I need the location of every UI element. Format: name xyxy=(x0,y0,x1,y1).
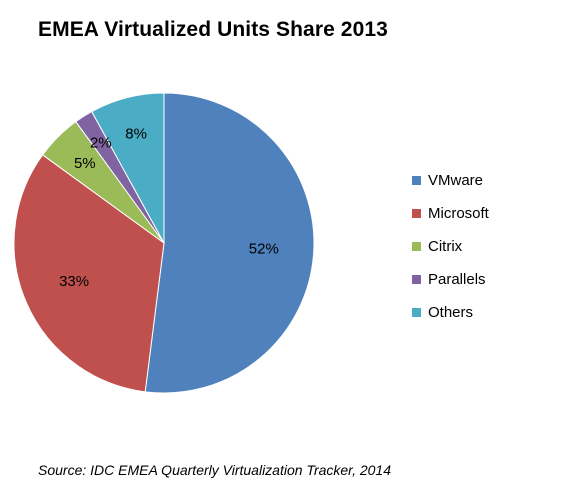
legend-item-parallels: Parallels xyxy=(412,263,489,296)
legend-swatch-citrix xyxy=(412,242,421,251)
pie-slices xyxy=(13,92,315,394)
legend-swatch-microsoft xyxy=(412,209,421,218)
pie-label-microsoft: 33% xyxy=(59,273,89,290)
chart-legend: VMware Microsoft Citrix Parallels Others xyxy=(412,164,489,329)
legend-label-vmware: VMware xyxy=(428,172,484,189)
pie-label-others: 8% xyxy=(125,125,147,142)
pie-slice-vmware xyxy=(144,92,315,394)
legend-item-vmware: VMware xyxy=(412,164,489,197)
legend-swatch-others xyxy=(412,308,421,317)
legend-swatch-vmware xyxy=(412,176,421,185)
legend-item-citrix: Citrix xyxy=(412,230,489,263)
legend-item-microsoft: Microsoft xyxy=(412,197,489,230)
legend-label-others: Others xyxy=(428,304,474,321)
legend-label-citrix: Citrix xyxy=(428,238,463,255)
source-note: Source: IDC EMEA Quarterly Virtualizatio… xyxy=(38,462,391,478)
chart-title: EMEA Virtualized Units Share 2013 xyxy=(38,18,388,41)
legend-swatch-parallels xyxy=(412,275,421,284)
pie-slice-microsoft xyxy=(13,154,165,393)
pie-slice-others xyxy=(91,92,165,244)
pie-label-vmware: 52% xyxy=(249,240,279,257)
pie-label-parallels: 2% xyxy=(90,134,112,151)
legend-label-parallels: Parallels xyxy=(428,271,486,288)
legend-label-microsoft: Microsoft xyxy=(428,205,489,222)
legend-item-others: Others xyxy=(412,296,489,329)
pie-label-citrix: 5% xyxy=(74,155,96,172)
pie-slice-labels: 52% 33% 5% 2% 8% xyxy=(59,125,279,289)
